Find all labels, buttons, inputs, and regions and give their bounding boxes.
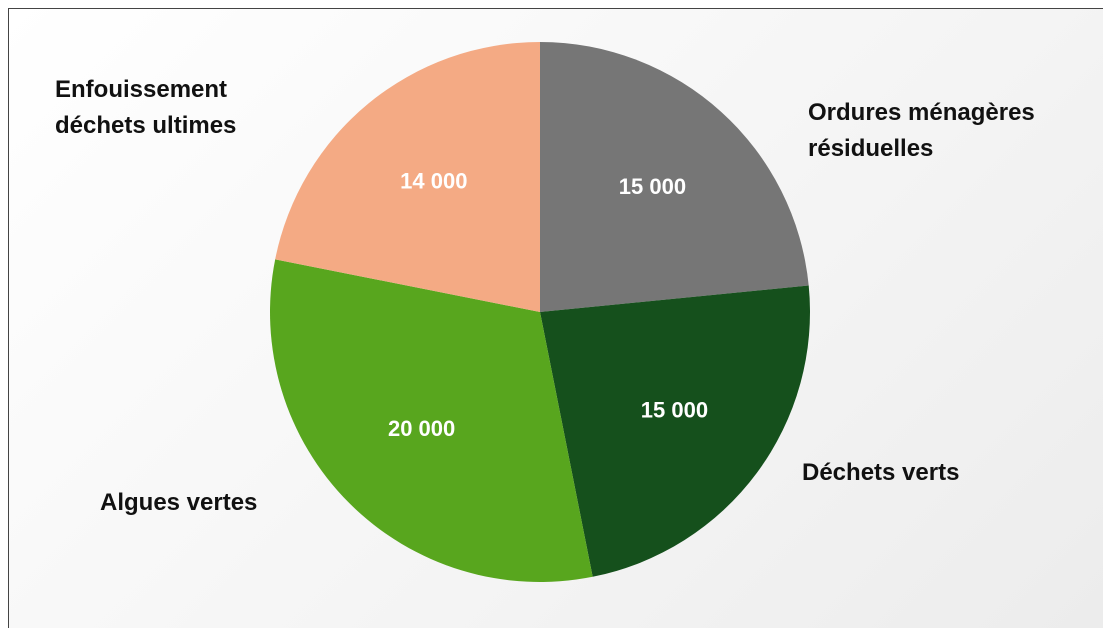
pie-slice — [540, 285, 811, 577]
category-label: Algues vertes — [100, 489, 258, 516]
category-label: Ordures ménagères résiduelles — [808, 99, 1035, 162]
pie-slice — [275, 42, 540, 312]
value-label: 15 000 — [619, 174, 686, 199]
category-label: Enfouissement déchets ultimes — [55, 76, 237, 139]
value-label: 15 000 — [641, 398, 708, 423]
pie-slice — [540, 42, 809, 312]
pie-slice — [270, 259, 593, 582]
value-label: 14 000 — [400, 168, 467, 193]
category-label: Déchets verts — [802, 459, 960, 486]
value-label: 20 000 — [388, 416, 455, 441]
